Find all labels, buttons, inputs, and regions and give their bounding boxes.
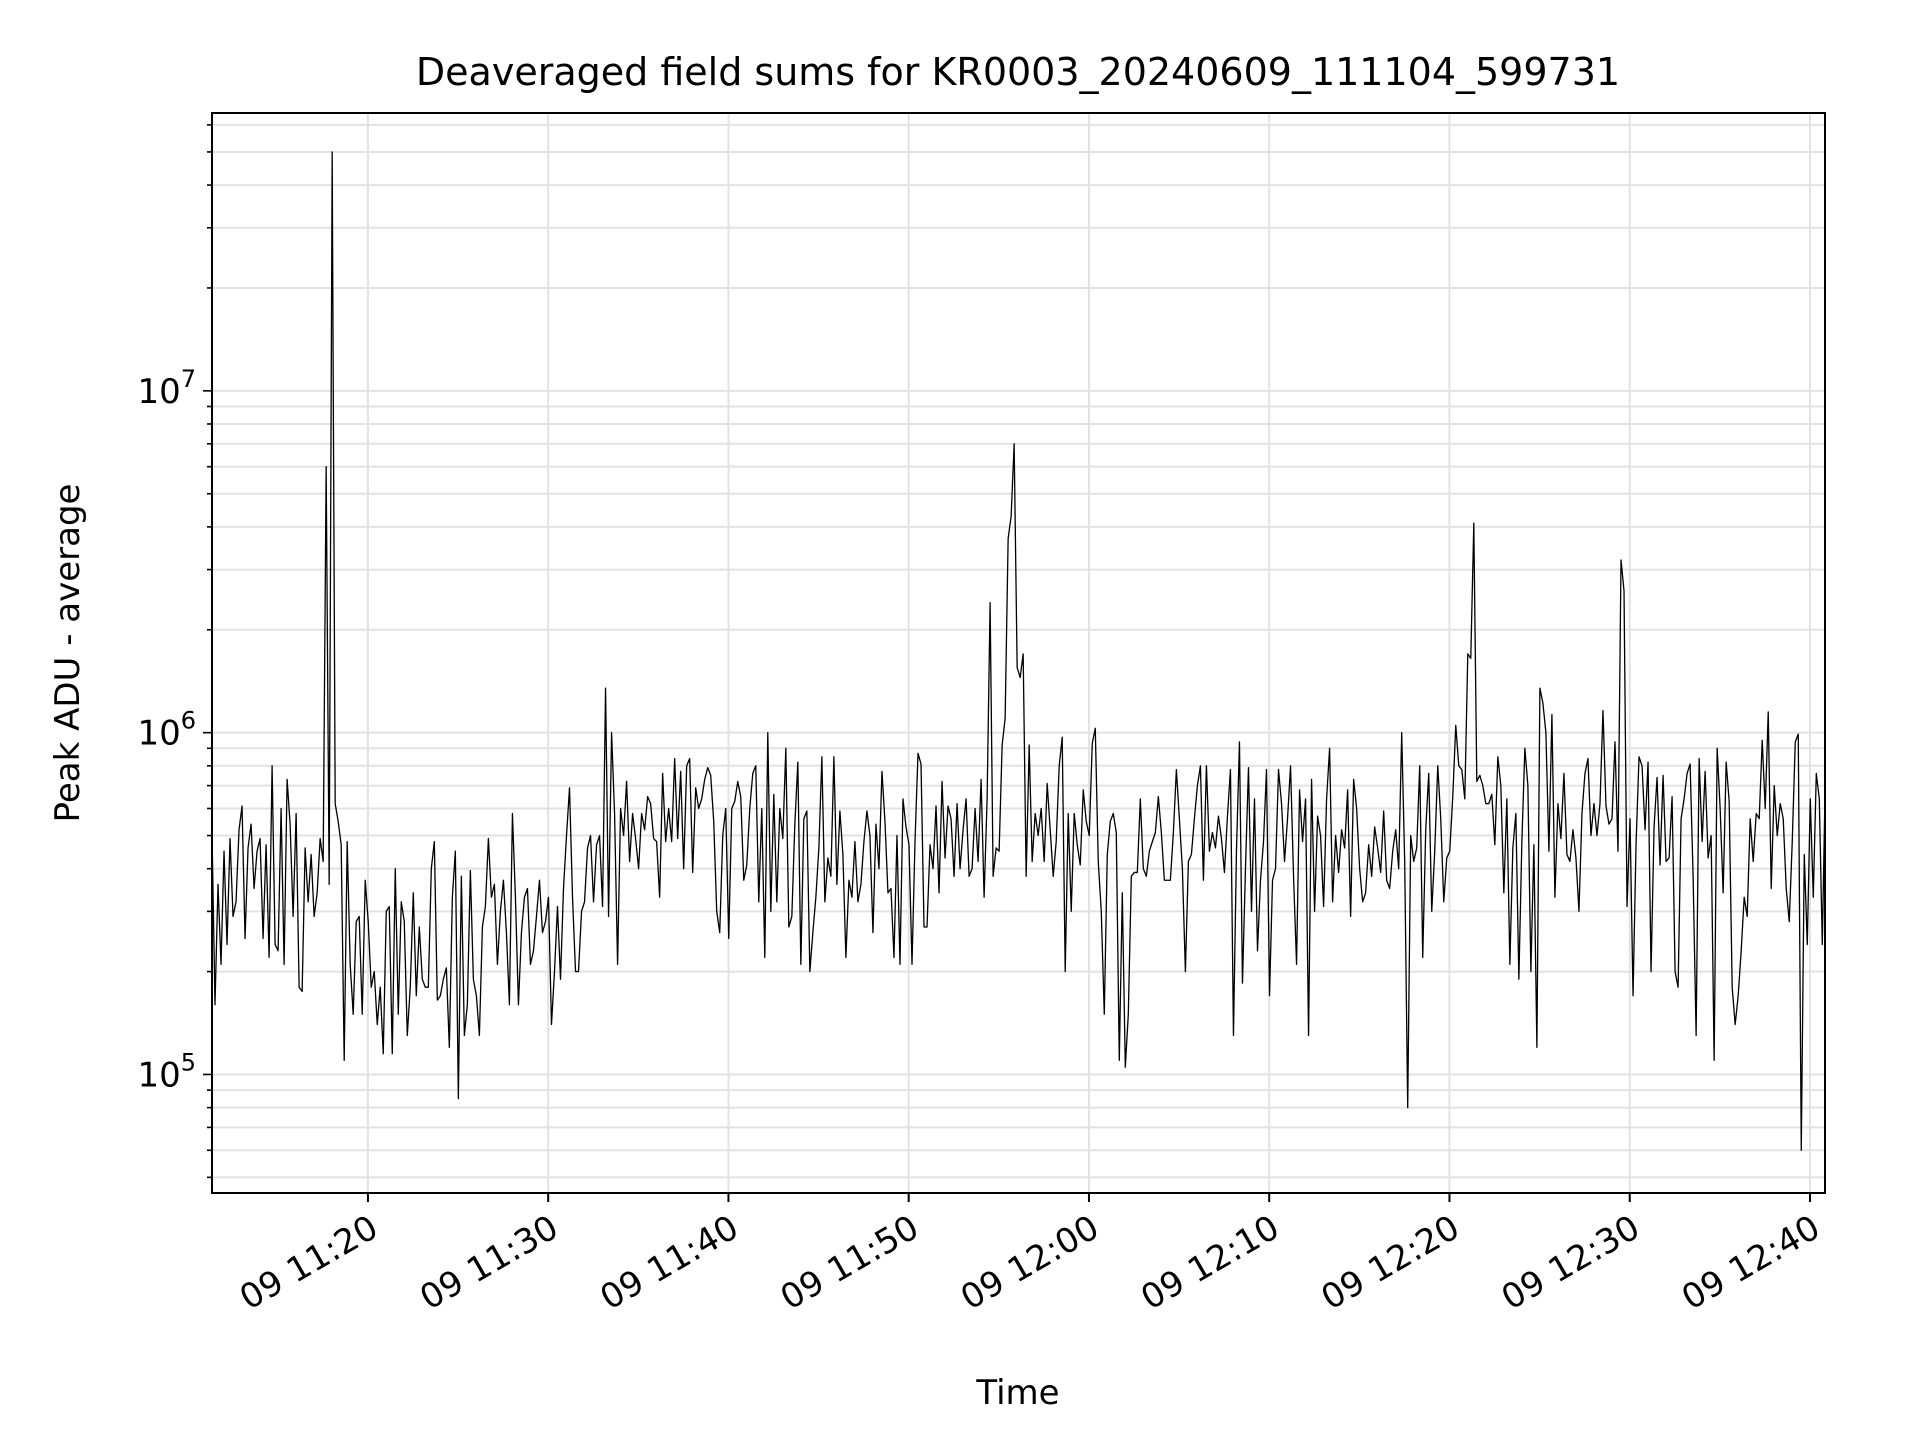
x-tick-label: 09 11:20 [233,1208,385,1319]
x-tick-label: 09 11:40 [594,1208,746,1319]
x-tick-label: 09 12:20 [1315,1208,1467,1319]
y-tick-label-base: 10 [137,372,180,412]
grid-lines [212,113,1825,1193]
chart-title: Deaveraged field sums for KR0003_2024060… [416,50,1620,94]
y-tick-label-base: 10 [137,1055,180,1095]
y-tick-label: 106 [137,707,196,754]
y-tick-label: 105 [137,1048,196,1095]
x-tick-label: 09 12:40 [1675,1208,1827,1319]
axis-ticks: 09 11:20 09 11:30 09 11:40 09 11:50 09 12:00… [137,124,1827,1319]
x-axis-label: Time [975,1373,1059,1413]
y-tick-label-exponent: 5 [181,1048,196,1076]
y-tick-label-exponent: 6 [181,707,196,735]
y-tick-label-base: 10 [137,714,180,754]
y-axis-label: Peak ADU - average [48,484,88,823]
x-tick-label: 09 11:30 [413,1208,565,1319]
series-line [211,151,1826,1151]
y-tick-label: 107 [137,365,196,412]
plot-frame [211,112,1826,1194]
y-tick-label-exponent: 7 [181,365,196,393]
x-tick-label: 09 12:00 [954,1208,1106,1319]
x-tick-label: 09 12:30 [1495,1208,1647,1319]
x-tick-label: 09 11:50 [774,1208,926,1319]
x-tick-label: 09 12:10 [1134,1208,1286,1319]
